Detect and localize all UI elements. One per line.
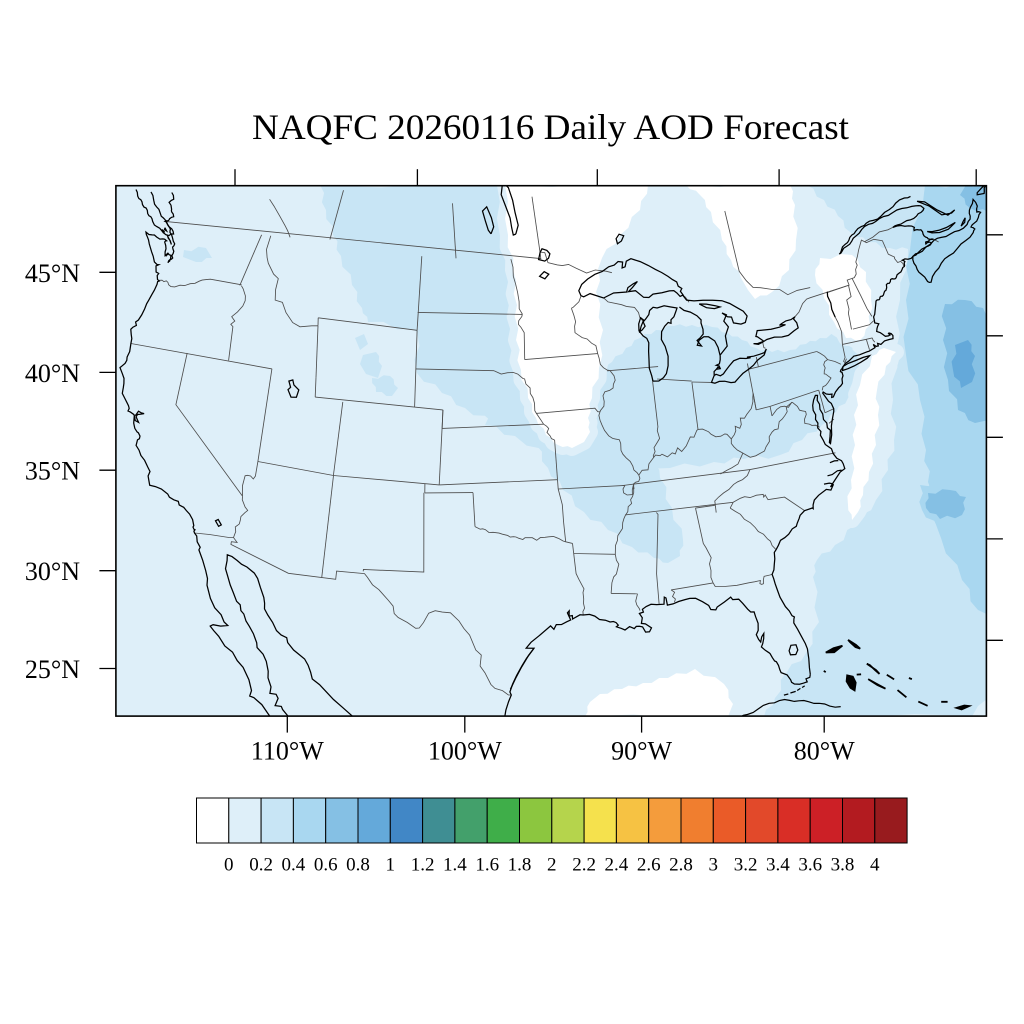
svg-text:3.4: 3.4 [766, 855, 790, 876]
svg-text:90°W: 90°W [611, 737, 672, 766]
svg-text:80°W: 80°W [794, 737, 855, 766]
svg-text:4: 4 [870, 855, 880, 876]
svg-text:25°N: 25°N [25, 655, 80, 684]
svg-text:0.6: 0.6 [314, 855, 338, 876]
svg-text:1.2: 1.2 [411, 855, 435, 876]
svg-text:2.8: 2.8 [669, 855, 693, 876]
svg-text:NAQFC 20260116 Daily AOD Forec: NAQFC 20260116 Daily AOD Forecast [252, 107, 849, 147]
svg-text:3.2: 3.2 [734, 855, 758, 876]
svg-text:45°N: 45°N [25, 259, 80, 288]
svg-text:0: 0 [224, 855, 234, 876]
svg-text:3.6: 3.6 [798, 855, 822, 876]
svg-text:30°N: 30°N [25, 557, 80, 586]
svg-text:0.2: 0.2 [249, 855, 273, 876]
svg-text:40°N: 40°N [25, 359, 80, 388]
svg-text:0.8: 0.8 [346, 855, 370, 876]
svg-text:3: 3 [709, 855, 719, 876]
svg-text:35°N: 35°N [25, 457, 80, 486]
svg-text:2.6: 2.6 [637, 855, 661, 876]
svg-text:3.8: 3.8 [831, 855, 855, 876]
svg-text:0.4: 0.4 [282, 855, 306, 876]
svg-text:2.2: 2.2 [572, 855, 596, 876]
svg-text:1: 1 [386, 855, 396, 876]
svg-text:100°W: 100°W [428, 737, 502, 766]
svg-text:2.4: 2.4 [605, 855, 629, 876]
svg-text:1.4: 1.4 [443, 855, 467, 876]
svg-text:1.6: 1.6 [475, 855, 499, 876]
svg-text:110°W: 110°W [251, 737, 324, 766]
svg-text:2: 2 [547, 855, 557, 876]
svg-text:1.8: 1.8 [508, 855, 532, 876]
